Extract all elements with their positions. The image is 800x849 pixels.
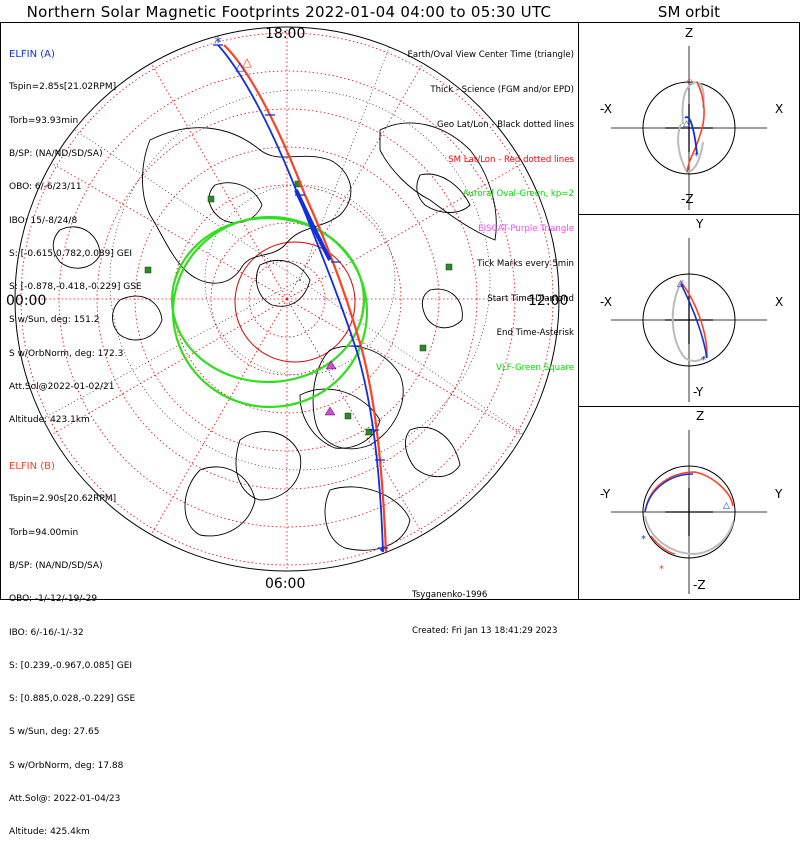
elfin-a-line: Torb=93.93min — [9, 115, 79, 126]
elfin-b-track — [223, 44, 388, 553]
elfin-b-line: B/SP: (NA/ND/SD/SA) — [9, 561, 103, 572]
elfin-a-line: OBO: 6/-6/23/11 — [9, 182, 82, 193]
clock-label-left: 00:00 — [6, 293, 47, 309]
orbit-xy-bottom: -Y — [693, 385, 704, 399]
elfin-b-line: S: [0.239,-0.967,0.085] GEI — [9, 660, 133, 671]
elfin-b-line: S: [0.885,0.028,-0.229] GSE — [9, 694, 136, 705]
legend-item: Thick - Science (FGM and/or EPD) — [430, 84, 574, 95]
svg-text:◇: ◇ — [686, 77, 693, 87]
svg-text:*: * — [659, 564, 664, 575]
elfin-b-line: Tspin=2.90s[20.62RPM] — [9, 494, 117, 505]
svg-text:*: * — [694, 151, 699, 162]
elfin-b-center-triangle: △ — [242, 55, 252, 69]
orbit-xz-left: -X — [600, 102, 612, 116]
orbit-xz-right: X — [775, 102, 784, 116]
elfin-b-line: OBO: -1/-12/-19/-29 — [9, 594, 98, 605]
orbit-plot-xz: △ * ◇ — [611, 46, 767, 210]
page-title: Northern Solar Magnetic Footprints 2022-… — [26, 3, 552, 21]
elfin-a-info: ELFIN (A) Tspin=2.85s[21.02RPM] Torb=93.… — [9, 27, 142, 437]
legend-item: Auroral Oval-Green, kp=2 — [462, 189, 574, 200]
orbit-plot-yz: △ * * — [611, 430, 767, 594]
legend-item: End Time-Asterisk — [496, 328, 574, 339]
sm-pole-circle — [234, 241, 356, 363]
elfin-a-start-marker: * — [215, 35, 222, 51]
elfin-a-name: ELFIN (A) — [9, 49, 55, 61]
footer: Tsyganenko-1996 Created: Fri Jan 13 18:4… — [412, 565, 557, 649]
elfin-a-line: Altitude: 423.1km — [9, 415, 90, 426]
created-timestamp: Created: Fri Jan 13 18:41:29 2023 — [412, 626, 558, 636]
elfin-a-line: Tspin=2.85s[21.02RPM] — [9, 82, 117, 93]
orbit-xz-bottom: -Z — [681, 192, 694, 206]
legend-item: EISCAT-Purple Triangle — [478, 224, 574, 235]
legend-item: Start Time-Diamond — [487, 293, 574, 304]
orbit-xy-left: -X — [600, 295, 612, 309]
orbit-yz-right: Y — [775, 487, 783, 501]
orbit-xy-right: X — [775, 295, 784, 309]
elfin-a-line: Att.Sol@2022-01-02/21 — [9, 382, 115, 392]
svg-text:*: * — [641, 534, 646, 545]
elfin-b-line: IBO: 6/-16/-1/-32 — [9, 627, 84, 638]
orbit-yz-left: -Y — [600, 487, 611, 501]
svg-text:△: △ — [677, 279, 684, 289]
sm-orbit-plots: △ * ◇ △ * △ * * — [611, 46, 767, 594]
elfin-b-line: S w/OrbNorm, deg: 17.88 — [9, 760, 124, 771]
clock-label-bottom: 06:00 — [265, 576, 306, 592]
orbit-xy-top: Y — [696, 217, 704, 231]
model-label: Tsyganenko-1996 — [412, 590, 488, 600]
elfin-b-name: ELFIN (B) — [9, 461, 55, 473]
orbit-panel-title: SM orbit — [657, 3, 721, 21]
elfin-a-line: B/SP: (NA/ND/SD/SA) — [9, 149, 103, 160]
elfin-a-line: S: [-0.878,-0.418,-0.229] GSE — [9, 282, 142, 293]
elfin-b-line: Altitude: 425.4km — [9, 827, 90, 838]
vlf-stations — [144, 180, 453, 436]
elfin-a-end-marker: ✦ — [378, 546, 386, 556]
legend-item: Tick Marks every 5min — [477, 258, 574, 269]
elfin-a-science-segment — [294, 189, 332, 261]
polar-footprint-map — [14, 26, 560, 572]
elfin-b-line: Torb=94.00min — [9, 527, 79, 538]
clock-label-right: 12:00 — [528, 293, 569, 309]
clock-label-top: 18:00 — [265, 26, 306, 42]
svg-text:△: △ — [723, 501, 730, 511]
orbit-yz-bottom: -Z — [693, 578, 706, 592]
elfin-a-line: S w/OrbNorm, deg: 172.3 — [9, 348, 124, 359]
legend-item: Earth/Oval View Center Time (triangle) — [407, 50, 574, 61]
legend-item: VLF-Green Square — [495, 363, 574, 374]
eiscat-markers — [324, 360, 337, 416]
elfin-a-track — [217, 44, 384, 553]
elfin-b-info: ELFIN (B) Tspin=2.90s[20.62RPM] Torb=94.… — [9, 439, 135, 849]
orbit-yz-top: Z — [696, 409, 705, 423]
svg-text:*: * — [701, 355, 706, 366]
map-legend: Earth/Oval View Center Time (triangle) T… — [407, 27, 574, 386]
svg-text:△: △ — [683, 119, 690, 129]
coastlines — [52, 122, 497, 551]
auroral-oval — [170, 215, 369, 409]
map-boundary — [14, 26, 560, 572]
elfin-a-line: S w/Sun, deg: 151.2 — [9, 315, 100, 326]
footprint-tracks: * △△ ✦ — [213, 35, 388, 556]
legend-item: SM Lat/Lon - Red dotted lines — [448, 154, 574, 165]
elfin-a-line: S: [-0.615,0.782,0.089] GEI — [9, 248, 133, 259]
legend-item: Geo Lat/Lon - Black dotted lines — [436, 119, 574, 130]
elfin-a-line: IBO: 15/-8/24/8 — [9, 215, 78, 226]
orbit-plot-xy: △ * — [611, 238, 767, 402]
orbit-xz-top: Z — [685, 26, 694, 40]
elfin-b-line: S w/Sun, deg: 27.65 — [9, 727, 100, 738]
elfin-b-line: Att.Sol@: 2022-01-04/23 — [9, 794, 121, 804]
elfin-a-center-triangle: △ — [235, 59, 245, 73]
